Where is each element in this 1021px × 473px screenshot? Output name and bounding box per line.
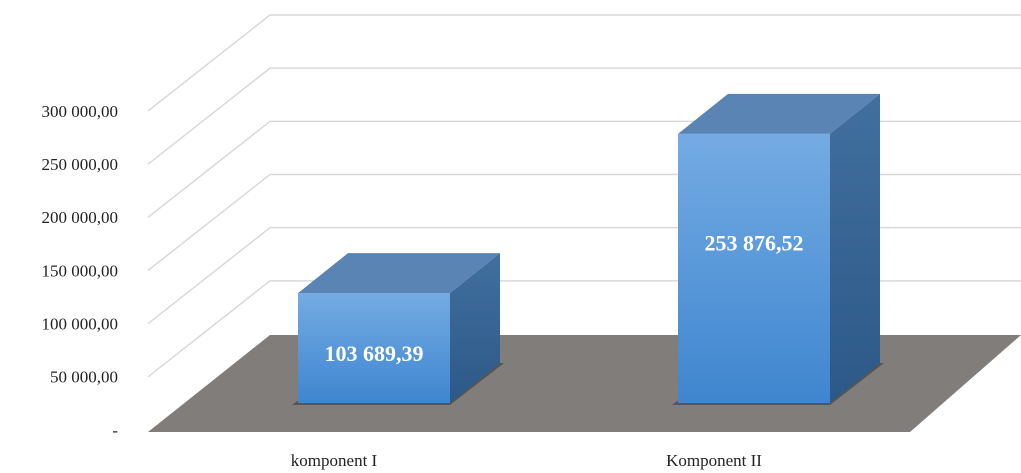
y-tick-label: -	[112, 421, 118, 440]
grid-line	[147, 67, 1021, 165]
bar	[678, 133, 830, 404]
y-tick-label: 250 000,00	[42, 155, 119, 174]
bar-top	[678, 93, 880, 134]
grid: - 50 000,00 100 000,00 150 000,00 200 000,00…	[42, 14, 1021, 440]
y-tick-label: 300 000,00	[42, 102, 119, 121]
bar-side	[450, 253, 500, 403]
value-label: 103 689,39	[325, 341, 424, 366]
y-tick-label: 150 000,00	[42, 261, 119, 280]
floor	[148, 335, 1021, 432]
grid-line	[147, 14, 1021, 112]
grid-line	[147, 173, 1021, 272]
grid-line	[147, 120, 1021, 218]
bar-top	[298, 253, 500, 294]
y-tick-label: 200 000,00	[42, 208, 119, 227]
grid-line	[147, 226, 1021, 325]
bar	[298, 293, 450, 403]
value-label: 253 876,52	[705, 230, 804, 255]
bar-side	[830, 93, 880, 403]
x-tick-label: Komponent II	[666, 451, 762, 470]
y-tick-label: 50 000,00	[50, 368, 118, 387]
x-tick-label: komponent I	[291, 451, 378, 470]
y-tick-label: 100 000,00	[42, 315, 119, 334]
bars: 103 689,39 komponent I 253 876,52 Komponent…	[291, 93, 884, 470]
